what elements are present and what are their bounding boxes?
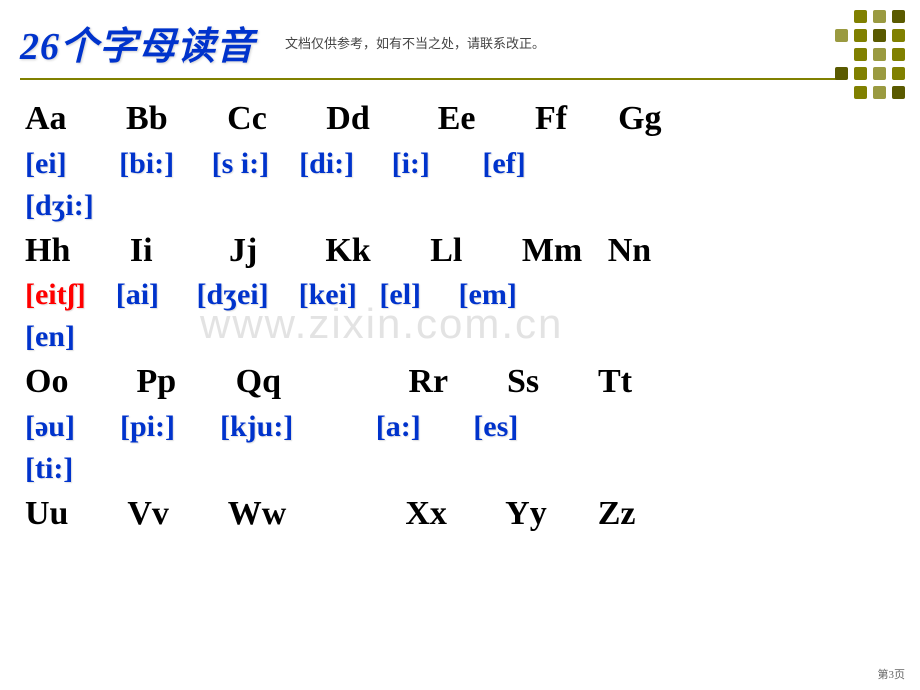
letters-row-1: Aa Bb Cc Dd Ee Ff Gg — [25, 95, 900, 143]
pronunciation-row-2-rest: [ai] [dʒei] [kei] [el] [em] — [86, 278, 517, 311]
pronunciation-highlight: [eitʃ] — [25, 278, 86, 311]
slide-container: 26个字母读音 文档仅供参考，如有不当之处，请联系改正。 www.zixin.c… — [0, 0, 920, 690]
pronunciation-row-2: [eitʃ] [ai] [dʒei] [kei] [el] [em] — [25, 274, 900, 316]
slide-subtitle: 文档仅供参考，如有不当之处，请联系改正。 — [285, 33, 545, 52]
title-divider — [20, 78, 840, 80]
letters-row-4: Uu Vv Ww Xx Yy Zz — [25, 490, 900, 538]
pronunciation-row-3-overflow: [ti:] — [25, 448, 900, 490]
letters-row-3: Oo Pp Qq Rr Ss Tt — [25, 358, 900, 406]
pronunciation-row-1: [ei] [bi:] [s i:] [di:] [i:] [ef] — [25, 143, 900, 185]
pronunciation-row-1-overflow: [dʒi:] — [25, 185, 900, 227]
letters-row-2: Hh Ii Jj Kk Ll Mm Nn — [25, 227, 900, 275]
content-area: Aa Bb Cc Dd Ee Ff Gg [ei] [bi:] [s i:] [… — [20, 90, 900, 537]
pronunciation-row-3: [əu] [pi:] [kju:] [a:] [es] — [25, 406, 900, 448]
header-row: 26个字母读音 文档仅供参考，如有不当之处，请联系改正。 — [20, 15, 900, 70]
pronunciation-row-2-overflow: [en] — [25, 316, 900, 358]
slide-title: 26个字母读音 — [20, 15, 255, 70]
page-number: 第3页 — [878, 666, 906, 682]
